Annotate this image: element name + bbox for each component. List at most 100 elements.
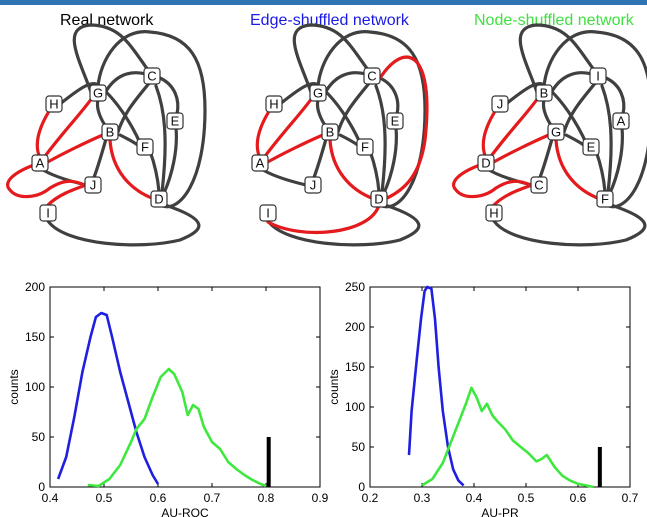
x-axis-label: AU-ROC — [161, 506, 209, 517]
network-node: H — [265, 95, 283, 113]
network-edge — [96, 30, 207, 209]
network-edge — [103, 71, 148, 95]
network-node-label: F — [141, 140, 149, 155]
network-node-label: J — [90, 178, 97, 193]
network-node: E — [166, 112, 184, 130]
network-graph-1: A B C D E F G H I J — [251, 23, 429, 247]
network-edge-highlight — [554, 138, 602, 201]
y-axis-label: counts — [7, 369, 21, 404]
network-node-label: H — [49, 97, 58, 112]
x-tick-label: 0.5 — [518, 491, 535, 505]
network-node-label: D — [374, 192, 383, 207]
network-edge-highlight — [452, 163, 532, 199]
network-node-label: G — [93, 86, 103, 101]
network-edge — [278, 82, 320, 106]
network-edge — [266, 203, 421, 247]
network-edge — [548, 88, 589, 147]
network-node-label: E — [587, 140, 596, 155]
x-tick-label: 0.6 — [150, 491, 167, 505]
y-tick-label: 100 — [25, 380, 45, 394]
network-edge — [562, 80, 598, 134]
x-tick-label: 0.6 — [570, 491, 587, 505]
network-node: B — [101, 123, 119, 141]
network-title-node-shuffled: Node-shuffled network — [474, 12, 634, 29]
series-line-0 — [407, 285, 465, 487]
network-edge-highlight — [266, 203, 381, 234]
network-node: I — [39, 204, 57, 222]
network-node: J — [491, 95, 509, 113]
network-node: H — [45, 95, 63, 113]
network-edge — [374, 84, 387, 194]
x-tick-label: 0.3 — [414, 491, 431, 505]
network-node-label: B — [540, 86, 549, 101]
x-tick-label: 0.7 — [622, 491, 639, 505]
x-axis-label: AU-PR — [481, 506, 519, 517]
network-title-edge-shuffled: Edge-shuffled network — [250, 12, 409, 29]
x-tick-label: 0.2 — [362, 491, 379, 505]
network-edge — [604, 76, 626, 116]
network-edge — [322, 88, 363, 147]
network-node: B — [535, 84, 553, 102]
network-node-label: H — [489, 206, 498, 221]
network-node: G — [547, 123, 565, 141]
network-node-label: F — [361, 140, 369, 155]
network-edge — [116, 80, 152, 134]
network-edge-highlight — [6, 163, 86, 199]
network-node: I — [589, 67, 607, 85]
network-node: C — [363, 67, 381, 85]
network-edge — [542, 30, 647, 209]
network-node: C — [530, 176, 548, 194]
plot-area — [49, 286, 321, 488]
network-node: F — [136, 138, 154, 156]
network-node-label: A — [256, 156, 265, 171]
network-edge-highlight — [378, 55, 429, 201]
network-edge-highlight — [255, 111, 270, 160]
network-node-label: D — [154, 192, 163, 207]
network-edge — [154, 84, 167, 194]
top-accent-bar — [0, 0, 647, 5]
network-node-label: B — [106, 125, 115, 140]
network-edge — [518, 23, 596, 97]
network-edge-highlight — [328, 138, 376, 201]
y-tick-label: 100 — [345, 400, 365, 414]
network-edge — [549, 71, 594, 95]
network-edge — [537, 137, 554, 182]
network-node-label: B — [326, 125, 335, 140]
network-node: D — [150, 190, 168, 208]
network-edge-highlight — [46, 183, 88, 207]
network-edge — [72, 23, 150, 97]
y-tick-label: 200 — [345, 320, 365, 334]
y-tick-label: 250 — [345, 280, 365, 294]
x-tick-label: 0.5 — [96, 491, 113, 505]
network-edge — [58, 82, 100, 106]
x-tick-label: 0.8 — [258, 491, 275, 505]
y-axis-label: counts — [327, 369, 341, 404]
network-node: A — [31, 154, 49, 172]
network-edge — [594, 149, 607, 194]
network-edge — [323, 71, 368, 95]
network-edge — [336, 80, 372, 134]
network-edge — [311, 137, 328, 182]
network-edge — [148, 149, 161, 194]
series-line-1 — [421, 386, 594, 489]
network-node: B — [321, 123, 339, 141]
network-edge — [91, 137, 108, 182]
y-tick-label: 50 — [352, 440, 366, 454]
network-edge — [158, 76, 180, 116]
network-node: E — [582, 138, 600, 156]
network-node: D — [370, 190, 388, 208]
series-line-0 — [56, 311, 160, 485]
network-edge — [378, 76, 400, 116]
y-tick-label: 0 — [358, 480, 365, 494]
network-diagrams: A B C D E F G H I J A B C D E F G H I J D G I F A E B J H C — [6, 23, 647, 247]
x-tick-label: 0.4 — [466, 491, 483, 505]
x-tick-label: 0.9 — [312, 491, 329, 505]
network-edge — [46, 203, 201, 247]
histogram-charts: 0.4 0.5 0.6 0.7 0.8 0.9 0 50 100 150 200 AU-ROC coun… — [7, 280, 639, 517]
network-graph-2: D G I F A E B J H C — [452, 23, 647, 247]
network-node-label: A — [617, 114, 626, 129]
network-node-label: C — [147, 69, 156, 84]
y-tick-label: 200 — [25, 280, 45, 294]
network-node: A — [612, 112, 630, 130]
